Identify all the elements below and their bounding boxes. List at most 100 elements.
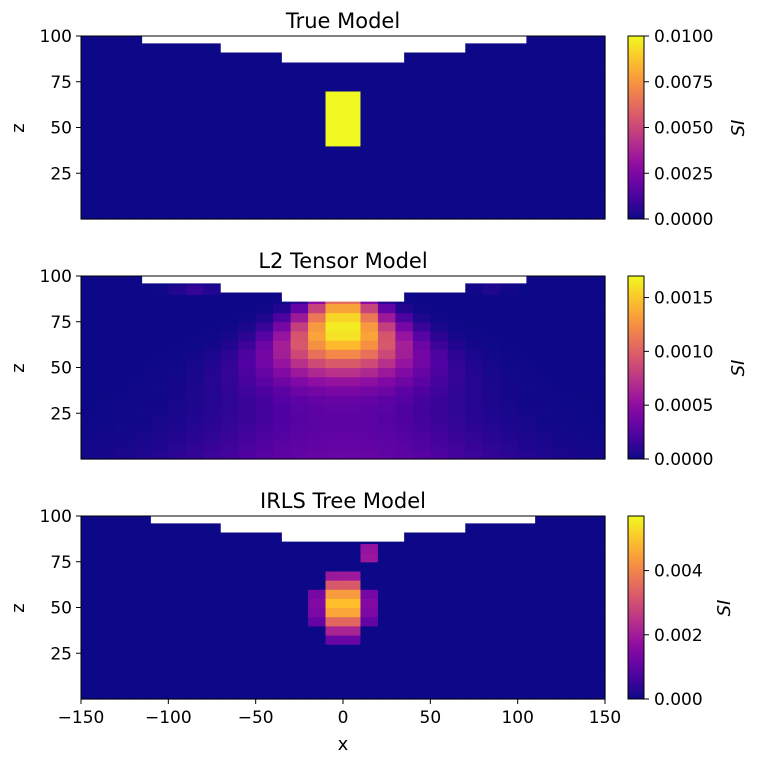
heatmap-cell xyxy=(517,200,536,211)
heatmap-cell xyxy=(465,45,484,55)
heatmap-cell xyxy=(360,340,379,350)
heatmap-cell xyxy=(115,145,134,156)
heatmap-cell xyxy=(238,182,257,193)
heatmap-cell xyxy=(133,653,152,663)
heatmap-cell xyxy=(517,552,536,563)
heatmap-cell xyxy=(203,413,222,423)
colorbar-frame xyxy=(627,275,645,460)
heatmap-cell xyxy=(290,689,309,700)
heatmap-cell xyxy=(552,63,571,74)
heatmap-cell xyxy=(430,81,449,92)
heatmap-cell xyxy=(273,72,292,83)
heatmap-cell xyxy=(447,616,466,627)
heatmap-cell xyxy=(255,598,274,609)
heatmap-cell xyxy=(465,340,484,350)
heatmap-cell xyxy=(150,81,169,92)
heatmap-cell xyxy=(185,440,204,451)
heatmap-cell xyxy=(290,607,309,618)
heatmap-cell xyxy=(517,127,536,138)
heatmap-cell xyxy=(447,543,466,554)
heatmap-cell xyxy=(500,449,519,460)
heatmap-cell xyxy=(255,653,274,663)
heatmap-cell xyxy=(290,127,309,138)
y-tick-label: 75 xyxy=(50,553,72,573)
heatmap-cell xyxy=(447,109,466,119)
heatmap-cell xyxy=(377,422,396,433)
heatmap-cell xyxy=(220,644,239,654)
heatmap-cell xyxy=(412,367,431,378)
heatmap-cell xyxy=(98,653,117,663)
heatmap-cell xyxy=(290,312,309,323)
heatmap-cell xyxy=(150,653,169,663)
heatmap-cell xyxy=(150,625,169,636)
heatmap-cell xyxy=(465,109,484,119)
heatmap-cell xyxy=(343,413,362,423)
heatmap-cell xyxy=(430,644,449,654)
heatmap-cell xyxy=(343,404,362,414)
heatmap-cell xyxy=(570,200,589,211)
heatmap-cell xyxy=(115,303,134,314)
heatmap-cell xyxy=(517,182,536,193)
heatmap-cell xyxy=(587,680,606,691)
heatmap-cell xyxy=(81,330,100,341)
heatmap-cell xyxy=(98,634,117,645)
heatmap-cell xyxy=(168,543,187,554)
heatmap-cell xyxy=(325,100,344,110)
heatmap-cell xyxy=(535,543,554,554)
heatmap-cell xyxy=(517,534,536,545)
heatmap-cell xyxy=(81,534,100,545)
heatmap-cell xyxy=(98,580,117,590)
heatmap-cell xyxy=(185,72,204,83)
heatmap-cell xyxy=(360,118,379,129)
heatmap-cell xyxy=(115,634,134,645)
heatmap-cell xyxy=(185,561,204,572)
heatmap-cell xyxy=(465,570,484,581)
heatmap-cell xyxy=(517,136,536,147)
heatmap-cell xyxy=(377,191,396,202)
heatmap-cell xyxy=(308,552,327,563)
heatmap-cell xyxy=(395,209,414,220)
heatmap-cell xyxy=(220,81,239,92)
heatmap-cell xyxy=(98,625,117,636)
heatmap-cell xyxy=(255,671,274,682)
heatmap-cell xyxy=(482,376,501,387)
heatmap-cell xyxy=(203,689,222,700)
heatmap-cell xyxy=(98,209,117,220)
heatmap-cell xyxy=(587,394,606,405)
heatmap-cell xyxy=(447,100,466,110)
heatmap-cell xyxy=(412,72,431,83)
colorbar-label: SI xyxy=(728,360,749,377)
heatmap-cell xyxy=(517,662,536,673)
heatmap-cell xyxy=(273,671,292,682)
heatmap-cell xyxy=(587,303,606,314)
heatmap-cell xyxy=(98,534,117,545)
heatmap-cell xyxy=(500,321,519,332)
heatmap-cell xyxy=(552,625,571,636)
heatmap-cell xyxy=(482,671,501,682)
heatmap-cell xyxy=(185,598,204,609)
heatmap-cell xyxy=(308,634,327,645)
heatmap-cell xyxy=(168,321,187,332)
heatmap-cell xyxy=(273,209,292,220)
heatmap-cell xyxy=(360,394,379,405)
heatmap-cell xyxy=(203,644,222,654)
heatmap-cell xyxy=(115,276,134,286)
heatmap-cell xyxy=(185,589,204,599)
heatmap-cell xyxy=(150,303,169,314)
heatmap-cell xyxy=(447,209,466,220)
heatmap-cell xyxy=(325,109,344,119)
heatmap-cell xyxy=(273,385,292,396)
heatmap-cell xyxy=(430,209,449,220)
heatmap-cell xyxy=(133,340,152,350)
heatmap-cell xyxy=(343,136,362,147)
heatmap-cell xyxy=(150,72,169,83)
heatmap-cell xyxy=(98,276,117,286)
heatmap-cell xyxy=(360,644,379,654)
heatmap-cell xyxy=(220,173,239,183)
heatmap-cell xyxy=(587,330,606,341)
heatmap-cell xyxy=(185,644,204,654)
heatmap-cell xyxy=(115,191,134,202)
heatmap-cell xyxy=(343,431,362,442)
heatmap-cell xyxy=(552,36,571,46)
